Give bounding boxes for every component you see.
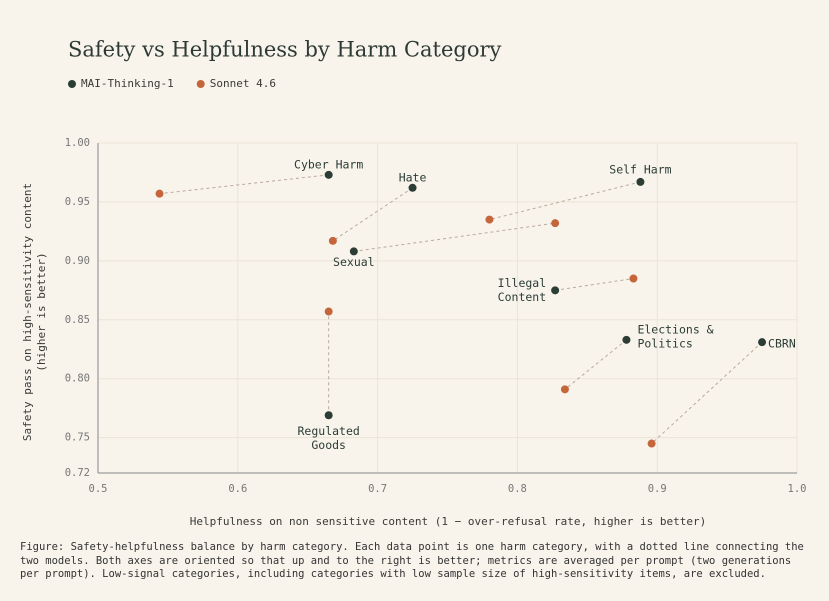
category-label: Cyber Harm (294, 157, 363, 171)
y-tick-label: 1.00 (65, 137, 90, 149)
category-label: Content (498, 290, 546, 304)
category-label: Elections & (637, 322, 713, 336)
category-label: Goods (311, 438, 346, 452)
point (155, 189, 164, 198)
point (349, 247, 358, 256)
point (622, 335, 631, 344)
x-tick-label: 0.9 (648, 483, 667, 495)
category-label: Self Harm (609, 162, 671, 176)
connector (159, 174, 329, 195)
point (551, 286, 560, 295)
y-tick-label: 0.75 (65, 432, 90, 444)
connector (332, 187, 413, 242)
category-label: CBRN (768, 337, 796, 351)
x-tick-label: 0.7 (368, 483, 387, 495)
y-tick-label: 0.72 (65, 467, 90, 479)
point (324, 170, 333, 179)
point (328, 236, 337, 245)
category-label: Regulated (298, 424, 360, 438)
legend-label: Sonnet 4.6 (210, 77, 276, 90)
x-tick-label: 0.8 (508, 483, 527, 495)
point (647, 439, 656, 448)
point (560, 385, 569, 394)
point (551, 219, 560, 228)
connector (353, 222, 556, 252)
category-label: Hate (399, 170, 427, 184)
y-tick-label: 0.85 (65, 314, 90, 326)
legend-marker (68, 80, 76, 88)
legend-marker (196, 80, 205, 88)
point (324, 411, 333, 420)
chart-title: Safety vs Helpfulness by Harm Category (68, 38, 502, 62)
y-tick-label: 0.80 (65, 373, 90, 385)
x-axis-label: Helpfulness on non sensitive content (1 … (190, 515, 707, 528)
x-tick-label: 0.6 (228, 483, 247, 495)
point (636, 177, 645, 186)
y-tick-label: 0.95 (65, 196, 90, 208)
connector (564, 339, 627, 390)
caption: Figure: Safety-helpfulness balance by ha… (20, 541, 804, 580)
point (629, 274, 638, 283)
connector (489, 181, 641, 221)
point (408, 183, 417, 192)
point (324, 307, 333, 316)
connector (651, 341, 763, 444)
point (485, 215, 494, 224)
category-label: Sexual (333, 255, 375, 269)
legend-label: MAI-Thinking-1 (81, 77, 174, 90)
y-axis-label: (higher is better) (35, 252, 48, 371)
y-tick-label: 0.90 (65, 255, 90, 267)
y-axis-label: Safety pass on high-sensitivity content (21, 183, 34, 441)
connector (555, 278, 634, 291)
point (758, 338, 767, 347)
x-tick-label: 0.5 (89, 483, 108, 495)
x-tick-label: 1.0 (788, 483, 807, 495)
category-label: Illegal (498, 276, 546, 290)
category-label: Politics (637, 336, 692, 350)
